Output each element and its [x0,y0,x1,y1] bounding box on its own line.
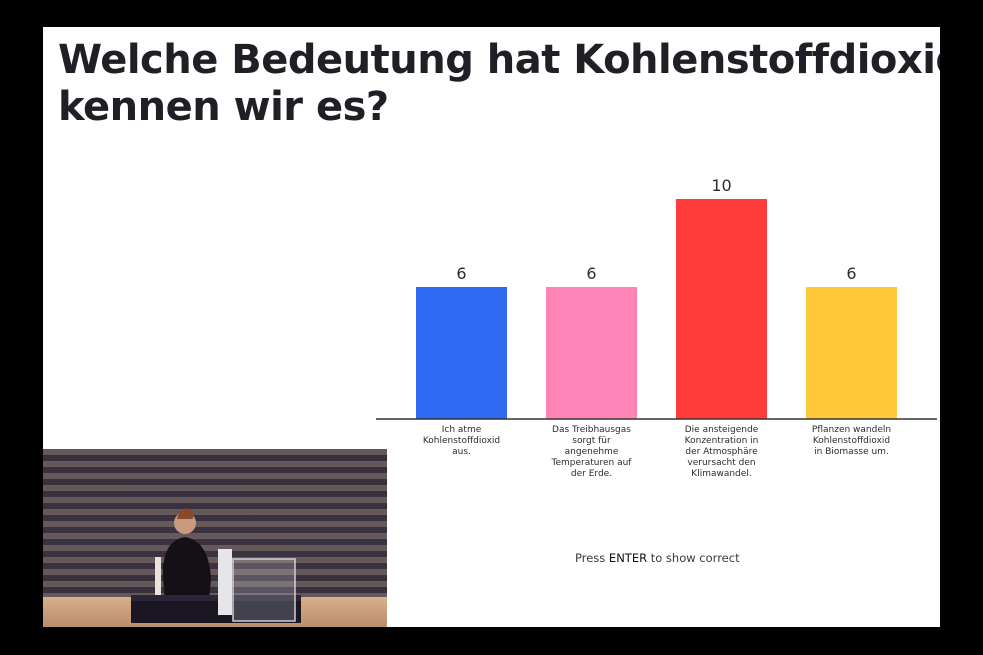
hint-suffix: to show correct [647,551,740,565]
bar [416,287,507,419]
bar [546,287,637,419]
category-label: sorgt für [572,436,611,446]
category-label: aus. [452,447,471,457]
category-label: in Biomasse um. [814,447,889,457]
category-label: Ich atme [442,425,482,435]
bar-value-label: 6 [846,264,856,283]
category-label: Das Treibhausgas [552,425,631,435]
category-label: Konzentration in [685,436,759,446]
presenter-video-feed [43,449,387,627]
category-label: der Atmosphäre [685,447,758,457]
category-label: verursacht den [687,458,755,468]
category-label: Kohlenstoffdioxid [813,436,890,446]
category-label: Temperaturen auf [551,458,633,468]
title-line-2: kennen wir es? [58,84,389,130]
category-label: Klimawandel. [691,469,751,479]
category-label: der Erde. [571,469,612,479]
category-label: Die ansteigende [685,425,759,435]
hint-prefix: Press [575,551,609,565]
category-label: angenehme [565,447,619,457]
bar-value-label: 10 [711,176,731,195]
title-line-1: Welche Bedeutung hat Kohlenstoffdioxid? [58,37,940,83]
bar [676,199,767,419]
category-label: Kohlenstoffdioxid [423,436,500,446]
presenter-video-icon [131,508,301,623]
bar [806,287,897,419]
hint-key: ENTER [608,551,648,565]
press-enter-hint: Press ENTER to show correct [575,551,740,565]
bar-value-label: 6 [586,264,596,283]
stage-background [43,449,387,599]
category-label: Pflanzen wandeln [812,425,891,435]
bar-value-label: 6 [456,264,466,283]
slide-title: Welche Bedeutung hat Kohlenstoffdioxid? … [58,37,940,131]
